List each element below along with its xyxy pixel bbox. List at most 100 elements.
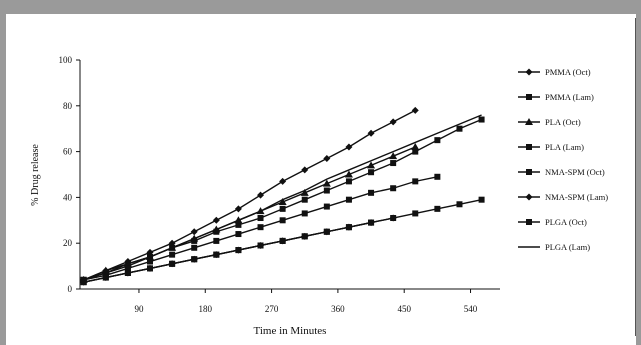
x-tick-label-2: 270 — [265, 304, 279, 314]
series-6-point-6 — [213, 251, 220, 258]
y-tick-label-0: 0 — [68, 284, 73, 294]
series-6-point-10 — [301, 233, 308, 240]
series-0-point-8 — [257, 191, 265, 199]
series-4-point-15 — [412, 210, 419, 217]
series-layer — [79, 106, 485, 286]
series-4-point-17 — [456, 201, 463, 208]
series-line-7 — [83, 114, 482, 281]
series-0-point-12 — [345, 143, 353, 151]
series-1-point-12 — [345, 178, 352, 185]
series-2-point-10 — [300, 188, 309, 196]
y-tick-label-1: 20 — [63, 238, 73, 248]
legend-marker-1 — [526, 94, 532, 100]
series-4-point-16 — [434, 205, 441, 212]
series-0-point-11 — [323, 154, 331, 162]
legend-item-5: NMA-SPM (Lam) — [518, 192, 608, 202]
series-1-point-14 — [390, 160, 397, 167]
legend-label-6: PLGA (Oct) — [545, 217, 587, 227]
series-6-point-4 — [169, 260, 176, 267]
legend-marker-0 — [525, 68, 533, 76]
series-2-point-9 — [278, 197, 287, 205]
legend-marker-5 — [525, 193, 533, 201]
series-1-point-8 — [257, 215, 264, 222]
series-2-point-12 — [344, 170, 353, 178]
series-3-point-12 — [345, 196, 352, 203]
series-1-point-18 — [478, 116, 485, 123]
figure-frame — [14, 18, 636, 336]
right-border — [636, 0, 641, 345]
y-tick-label-2: 40 — [63, 192, 73, 202]
legend-marker-2 — [525, 118, 533, 125]
series-3-point-9 — [279, 217, 286, 224]
series-4-point-18 — [478, 196, 485, 203]
legend-label-3: PLA (Lam) — [545, 142, 584, 152]
legend: PMMA (Oct) PMMA (Lam) PLA (Oct) PLA (Lam) NM… — [518, 67, 608, 252]
legend-item-2: PLA (Oct) — [518, 117, 581, 127]
series-2-point-13 — [367, 161, 376, 169]
series-1-point-11 — [323, 187, 330, 194]
series-3-point-5 — [191, 244, 198, 251]
legend-label-0: PMMA (Oct) — [545, 67, 591, 77]
legend-item-1: PMMA (Lam) — [518, 92, 594, 102]
series-0-point-7 — [234, 205, 242, 213]
series-1-point-16 — [434, 137, 441, 144]
series-3-point-13 — [368, 189, 375, 196]
series-line-6 — [83, 221, 372, 283]
series-3-point-6 — [213, 237, 220, 244]
series-6-point-9 — [279, 237, 286, 244]
legend-marker-6 — [526, 219, 532, 225]
legend-label-4: NMA-SPM (Oct) — [545, 167, 605, 177]
series-0 — [80, 106, 419, 284]
series-6-point-11 — [323, 228, 330, 235]
series-0-point-14 — [389, 118, 397, 126]
legend-item-7: PLGA (Lam) — [518, 242, 590, 252]
legend-item-4: NMA-SPM (Oct) — [518, 167, 605, 177]
series-1-point-9 — [279, 205, 286, 212]
series-line-0 — [83, 109, 416, 281]
legend-label-7: PLGA (Lam) — [545, 242, 590, 252]
legend-item-0: PMMA (Oct) — [518, 67, 591, 77]
y-tick-label-5: 100 — [59, 55, 73, 65]
series-6-point-7 — [235, 247, 242, 254]
series-3-point-4 — [169, 251, 176, 258]
series-2-point-14 — [389, 152, 398, 160]
y-tick-label-4: 80 — [63, 101, 73, 111]
x-tick-label-1: 180 — [199, 304, 213, 314]
series-6-point-5 — [191, 256, 198, 263]
series-0-point-6 — [212, 216, 220, 224]
y-axis-label: % Drug release — [30, 144, 41, 206]
series-1-point-10 — [301, 196, 308, 203]
series-3-point-14 — [390, 185, 397, 192]
series-6-point-3 — [147, 265, 153, 272]
legend-label-1: PMMA (Lam) — [545, 92, 594, 102]
series-0-point-9 — [279, 177, 287, 185]
series-1-point-15 — [412, 148, 419, 155]
series-6-point-1 — [102, 274, 109, 281]
series-3-point-3 — [147, 258, 153, 265]
series-3-point-2 — [124, 265, 131, 272]
series-1-point-7 — [235, 221, 242, 228]
legend-label-5: NMA-SPM (Lam) — [545, 192, 608, 202]
series-5-point-14 — [389, 214, 397, 222]
x-tick-label-5: 540 — [464, 304, 478, 314]
series-3-point-8 — [257, 224, 264, 231]
axes: 0 20 40 60 80 100 90 180 270 360 450 540 — [59, 55, 500, 314]
legend-marker-3 — [526, 144, 532, 150]
series-0-point-10 — [301, 166, 309, 174]
legend-item-3: PLA (Lam) — [518, 142, 584, 152]
series-6-point-2 — [124, 269, 131, 276]
series-3 — [80, 173, 441, 283]
series-0-point-5 — [190, 228, 198, 236]
series-0-point-15 — [411, 106, 419, 114]
series-1-point-17 — [456, 125, 463, 132]
series-0-point-13 — [367, 129, 375, 137]
series-3-point-11 — [323, 203, 330, 210]
series-3-point-16 — [434, 173, 441, 180]
series-1-point-13 — [368, 169, 375, 176]
series-6 — [80, 219, 375, 286]
series-3-point-15 — [412, 178, 419, 185]
legend-marker-4 — [526, 169, 532, 175]
series-2-point-11 — [322, 179, 331, 187]
